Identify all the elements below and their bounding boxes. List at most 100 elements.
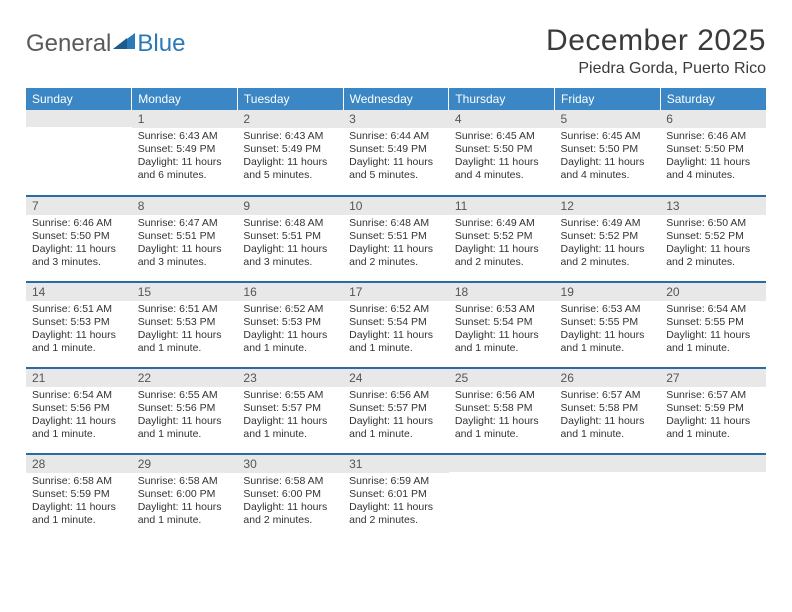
week-row: 1Sunrise: 6:43 AMSunset: 5:49 PMDaylight…	[26, 110, 766, 196]
day-body: Sunrise: 6:57 AMSunset: 5:58 PMDaylight:…	[555, 387, 661, 446]
page-header: General Blue December 2025 Piedra Gorda,…	[26, 24, 766, 78]
day-cell: 19Sunrise: 6:53 AMSunset: 5:55 PMDayligh…	[555, 282, 661, 368]
daylight-line: Daylight: 11 hours and 1 minute.	[138, 415, 232, 441]
sunrise-line: Sunrise: 6:48 AM	[349, 217, 443, 230]
day-number: 22	[132, 369, 238, 387]
daylight-line: Daylight: 11 hours and 2 minutes.	[455, 243, 549, 269]
sunset-line: Sunset: 5:54 PM	[455, 316, 549, 329]
day-number: 12	[555, 197, 661, 215]
day-body: Sunrise: 6:43 AMSunset: 5:49 PMDaylight:…	[237, 128, 343, 187]
day-body: Sunrise: 6:58 AMSunset: 6:00 PMDaylight:…	[132, 473, 238, 532]
sunrise-line: Sunrise: 6:54 AM	[32, 389, 126, 402]
daylight-line: Daylight: 11 hours and 1 minute.	[455, 415, 549, 441]
sunrise-line: Sunrise: 6:43 AM	[138, 130, 232, 143]
sunrise-line: Sunrise: 6:59 AM	[349, 475, 443, 488]
sunrise-line: Sunrise: 6:51 AM	[32, 303, 126, 316]
sunset-line: Sunset: 5:56 PM	[32, 402, 126, 415]
sunset-line: Sunset: 5:58 PM	[455, 402, 549, 415]
day-number: 1	[132, 110, 238, 128]
day-body-empty	[26, 127, 132, 187]
day-body: Sunrise: 6:49 AMSunset: 5:52 PMDaylight:…	[449, 215, 555, 274]
day-cell: 18Sunrise: 6:53 AMSunset: 5:54 PMDayligh…	[449, 282, 555, 368]
sunset-line: Sunset: 5:54 PM	[349, 316, 443, 329]
day-cell: 6Sunrise: 6:46 AMSunset: 5:50 PMDaylight…	[660, 110, 766, 196]
day-cell: 4Sunrise: 6:45 AMSunset: 5:50 PMDaylight…	[449, 110, 555, 196]
calendar-body: 1Sunrise: 6:43 AMSunset: 5:49 PMDaylight…	[26, 110, 766, 540]
sunrise-line: Sunrise: 6:57 AM	[666, 389, 760, 402]
day-number: 18	[449, 283, 555, 301]
day-cell: 28Sunrise: 6:58 AMSunset: 5:59 PMDayligh…	[26, 454, 132, 540]
daylight-line: Daylight: 11 hours and 1 minute.	[243, 329, 337, 355]
day-number-empty	[660, 455, 766, 472]
day-cell: 14Sunrise: 6:51 AMSunset: 5:53 PMDayligh…	[26, 282, 132, 368]
day-number: 4	[449, 110, 555, 128]
sunrise-line: Sunrise: 6:46 AM	[32, 217, 126, 230]
daylight-line: Daylight: 11 hours and 2 minutes.	[666, 243, 760, 269]
day-number: 30	[237, 455, 343, 473]
day-cell: 24Sunrise: 6:56 AMSunset: 5:57 PMDayligh…	[343, 368, 449, 454]
location-text: Piedra Gorda, Puerto Rico	[546, 60, 766, 78]
sunrise-line: Sunrise: 6:53 AM	[561, 303, 655, 316]
day-number: 9	[237, 197, 343, 215]
day-cell: 13Sunrise: 6:50 AMSunset: 5:52 PMDayligh…	[660, 196, 766, 282]
dow-header: Monday	[132, 88, 238, 110]
dow-header: Saturday	[660, 88, 766, 110]
daylight-line: Daylight: 11 hours and 4 minutes.	[666, 156, 760, 182]
calendar-page: General Blue December 2025 Piedra Gorda,…	[0, 0, 792, 540]
day-cell: 9Sunrise: 6:48 AMSunset: 5:51 PMDaylight…	[237, 196, 343, 282]
sunset-line: Sunset: 6:00 PM	[243, 488, 337, 501]
sunset-line: Sunset: 5:50 PM	[561, 143, 655, 156]
sunrise-line: Sunrise: 6:57 AM	[561, 389, 655, 402]
day-cell: 23Sunrise: 6:55 AMSunset: 5:57 PMDayligh…	[237, 368, 343, 454]
sunrise-line: Sunrise: 6:51 AM	[138, 303, 232, 316]
week-row: 21Sunrise: 6:54 AMSunset: 5:56 PMDayligh…	[26, 368, 766, 454]
day-body: Sunrise: 6:48 AMSunset: 5:51 PMDaylight:…	[343, 215, 449, 274]
daylight-line: Daylight: 11 hours and 1 minute.	[32, 415, 126, 441]
sunrise-line: Sunrise: 6:58 AM	[138, 475, 232, 488]
day-cell	[449, 454, 555, 540]
sunrise-line: Sunrise: 6:46 AM	[666, 130, 760, 143]
brand-triangle-icon	[113, 30, 135, 58]
day-number: 3	[343, 110, 449, 128]
day-number: 17	[343, 283, 449, 301]
sunset-line: Sunset: 5:50 PM	[32, 230, 126, 243]
sunrise-line: Sunrise: 6:56 AM	[455, 389, 549, 402]
sunrise-line: Sunrise: 6:54 AM	[666, 303, 760, 316]
day-cell: 17Sunrise: 6:52 AMSunset: 5:54 PMDayligh…	[343, 282, 449, 368]
daylight-line: Daylight: 11 hours and 2 minutes.	[243, 501, 337, 527]
day-number: 29	[132, 455, 238, 473]
day-number-empty	[449, 455, 555, 472]
month-title: December 2025	[546, 24, 766, 58]
day-number: 19	[555, 283, 661, 301]
sunrise-line: Sunrise: 6:55 AM	[138, 389, 232, 402]
day-body: Sunrise: 6:56 AMSunset: 5:58 PMDaylight:…	[449, 387, 555, 446]
day-cell: 29Sunrise: 6:58 AMSunset: 6:00 PMDayligh…	[132, 454, 238, 540]
day-number: 8	[132, 197, 238, 215]
week-row: 7Sunrise: 6:46 AMSunset: 5:50 PMDaylight…	[26, 196, 766, 282]
sunset-line: Sunset: 5:55 PM	[666, 316, 760, 329]
week-row: 14Sunrise: 6:51 AMSunset: 5:53 PMDayligh…	[26, 282, 766, 368]
sunset-line: Sunset: 5:59 PM	[32, 488, 126, 501]
day-body: Sunrise: 6:53 AMSunset: 5:54 PMDaylight:…	[449, 301, 555, 360]
day-body: Sunrise: 6:45 AMSunset: 5:50 PMDaylight:…	[449, 128, 555, 187]
day-body: Sunrise: 6:43 AMSunset: 5:49 PMDaylight:…	[132, 128, 238, 187]
brand-text-1: General	[26, 30, 111, 58]
day-body: Sunrise: 6:56 AMSunset: 5:57 PMDaylight:…	[343, 387, 449, 446]
sunrise-line: Sunrise: 6:48 AM	[243, 217, 337, 230]
day-body: Sunrise: 6:57 AMSunset: 5:59 PMDaylight:…	[660, 387, 766, 446]
day-body: Sunrise: 6:47 AMSunset: 5:51 PMDaylight:…	[132, 215, 238, 274]
day-body: Sunrise: 6:54 AMSunset: 5:56 PMDaylight:…	[26, 387, 132, 446]
sunset-line: Sunset: 5:49 PM	[349, 143, 443, 156]
day-number: 31	[343, 455, 449, 473]
sunrise-line: Sunrise: 6:49 AM	[561, 217, 655, 230]
day-number: 23	[237, 369, 343, 387]
daylight-line: Daylight: 11 hours and 2 minutes.	[349, 501, 443, 527]
day-body: Sunrise: 6:54 AMSunset: 5:55 PMDaylight:…	[660, 301, 766, 360]
daylight-line: Daylight: 11 hours and 1 minute.	[455, 329, 549, 355]
day-cell: 26Sunrise: 6:57 AMSunset: 5:58 PMDayligh…	[555, 368, 661, 454]
day-body: Sunrise: 6:55 AMSunset: 5:57 PMDaylight:…	[237, 387, 343, 446]
daylight-line: Daylight: 11 hours and 1 minute.	[666, 415, 760, 441]
sunset-line: Sunset: 5:58 PM	[561, 402, 655, 415]
daylight-line: Daylight: 11 hours and 1 minute.	[666, 329, 760, 355]
daylight-line: Daylight: 11 hours and 1 minute.	[32, 501, 126, 527]
